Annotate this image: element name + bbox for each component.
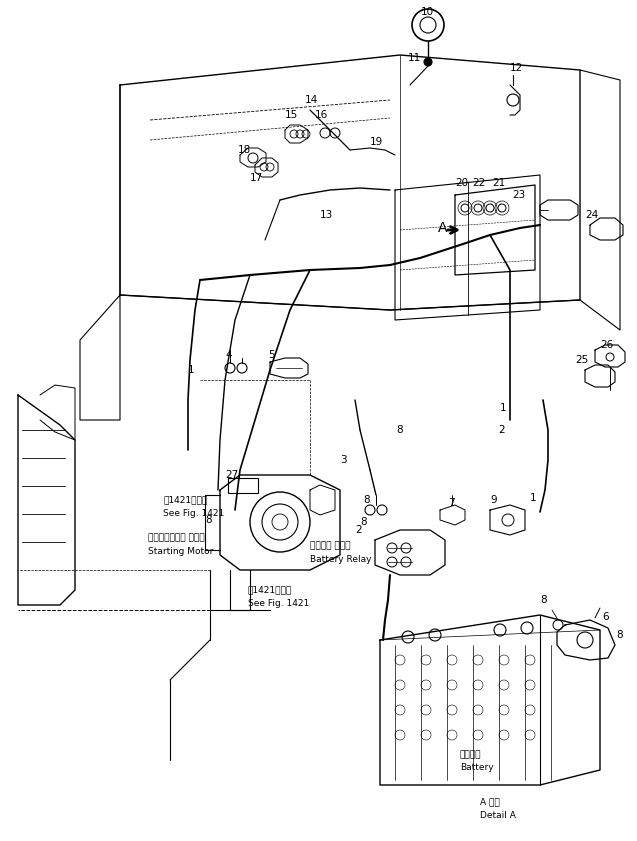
- Text: 13: 13: [320, 210, 333, 220]
- Text: 8: 8: [363, 495, 369, 505]
- Text: 4: 4: [225, 350, 232, 360]
- Text: 18: 18: [238, 145, 251, 155]
- Text: 第1421図参照: 第1421図参照: [248, 585, 292, 595]
- Text: 8: 8: [616, 630, 622, 640]
- Text: 1: 1: [188, 365, 195, 375]
- Text: 8: 8: [360, 517, 367, 527]
- Text: 25: 25: [575, 355, 588, 365]
- Text: 21: 21: [492, 178, 505, 188]
- Text: 24: 24: [585, 210, 598, 220]
- Text: 14: 14: [305, 95, 318, 105]
- Text: Battery: Battery: [460, 764, 494, 773]
- Text: 15: 15: [285, 110, 298, 120]
- Text: 23: 23: [512, 190, 526, 200]
- Text: 27: 27: [225, 470, 238, 480]
- Text: 1: 1: [530, 493, 536, 503]
- Text: 3: 3: [340, 455, 347, 465]
- Text: 19: 19: [370, 137, 383, 147]
- Text: 11: 11: [408, 53, 421, 63]
- Text: 9: 9: [490, 495, 497, 505]
- Text: A: A: [438, 221, 448, 235]
- Text: 1: 1: [500, 403, 506, 413]
- Text: 8: 8: [540, 595, 547, 605]
- Text: 26: 26: [600, 340, 613, 350]
- Text: 20: 20: [455, 178, 468, 188]
- Text: 5: 5: [268, 350, 275, 360]
- Text: Starting Motor: Starting Motor: [148, 547, 213, 557]
- Text: バッテリ: バッテリ: [460, 750, 482, 759]
- Text: A 詳細: A 詳細: [480, 797, 500, 807]
- Text: 10: 10: [420, 7, 434, 17]
- Text: 6: 6: [602, 612, 608, 622]
- Bar: [228, 478, 258, 493]
- Text: 17: 17: [250, 173, 263, 183]
- Text: スターティング モータ: スターティング モータ: [148, 533, 204, 542]
- Text: 7: 7: [448, 498, 455, 508]
- Text: 8: 8: [205, 515, 211, 525]
- Text: Battery Relay: Battery Relay: [310, 554, 371, 563]
- Text: See Fig. 1421: See Fig. 1421: [248, 599, 309, 607]
- Text: Detail A: Detail A: [480, 811, 516, 819]
- Text: 12: 12: [510, 63, 523, 73]
- Text: 第1421図参照: 第1421図参照: [163, 495, 207, 505]
- Text: 2: 2: [498, 425, 505, 435]
- Text: バッテリ リレー: バッテリ リレー: [310, 542, 350, 551]
- Circle shape: [424, 58, 432, 66]
- Text: 22: 22: [472, 178, 485, 188]
- Text: See Fig. 1421: See Fig. 1421: [163, 509, 224, 517]
- Text: 16: 16: [315, 110, 328, 120]
- Text: 8: 8: [396, 425, 403, 435]
- Text: 2: 2: [355, 525, 362, 535]
